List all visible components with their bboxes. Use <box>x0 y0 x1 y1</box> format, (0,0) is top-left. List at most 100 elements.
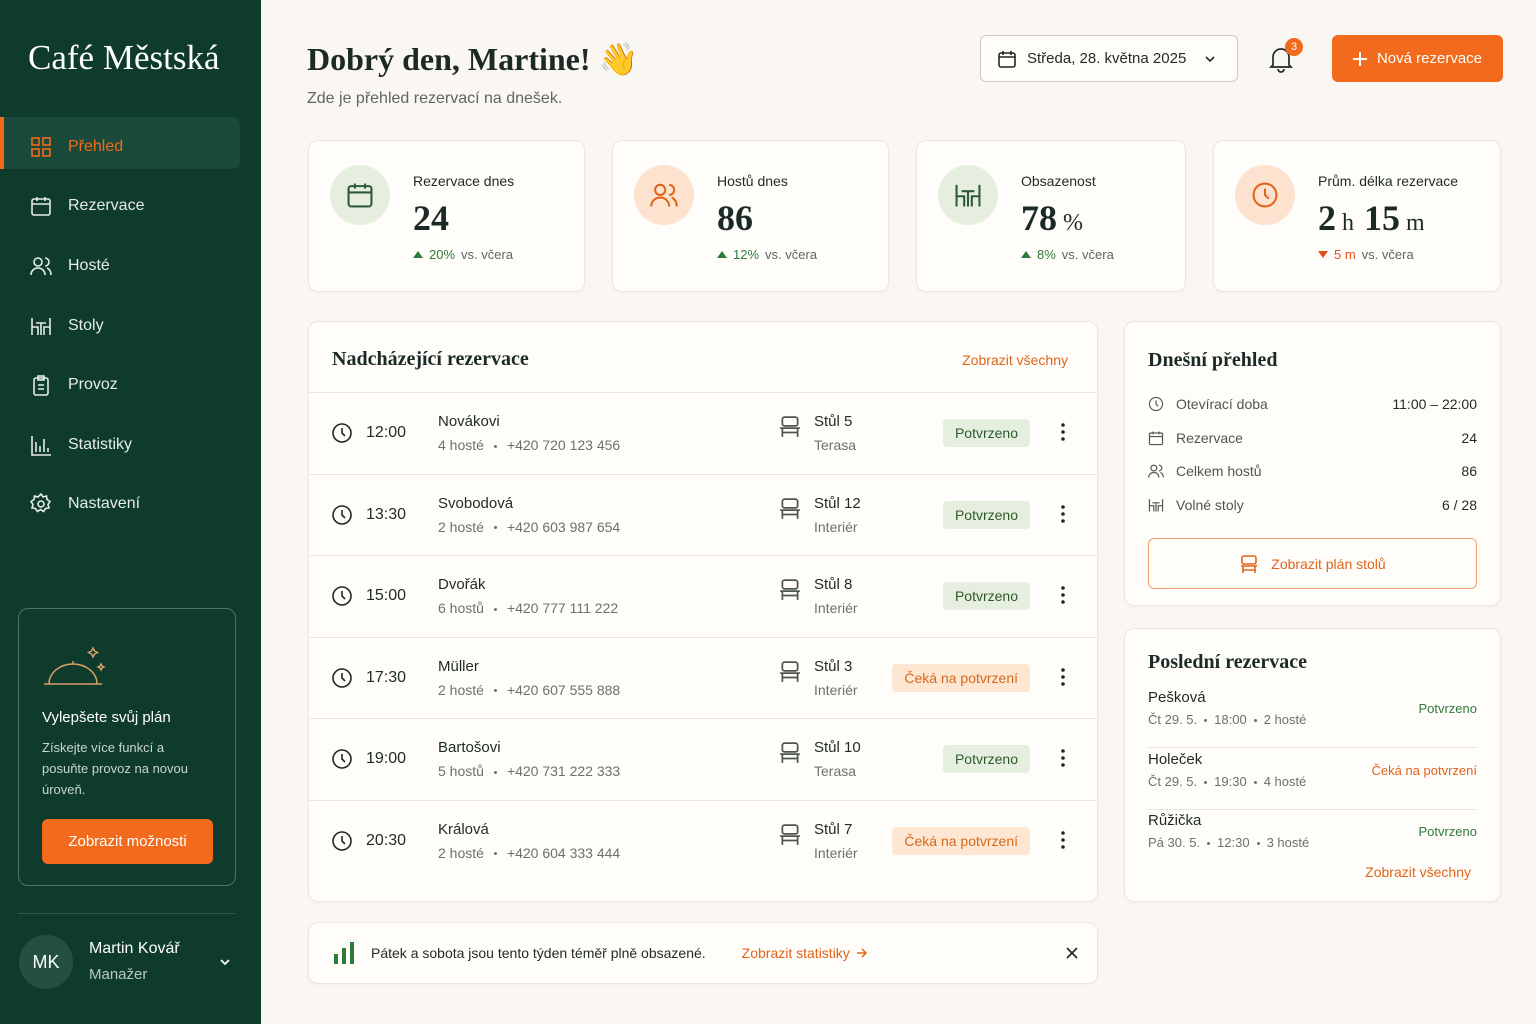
row-menu[interactable] <box>1061 667 1065 691</box>
clock-icon <box>1252 182 1278 208</box>
icon-part <box>341 835 346 845</box>
nav-item[interactable]: Nastavení <box>0 475 261 535</box>
separator <box>1253 719 1257 723</box>
recent-details: Pá 30. 5. 12:30 3 hosté <box>1148 835 1309 850</box>
icon-part <box>780 671 800 682</box>
row-menu[interactable] <box>1061 586 1065 609</box>
kebab-icon <box>1061 504 1065 523</box>
calendar-icon <box>998 50 1016 68</box>
nav-item[interactable]: Provoz <box>0 355 261 415</box>
trend-arrow <box>413 251 423 258</box>
value-unit: % <box>1063 210 1083 236</box>
new-reservation-button[interactable]: Nová rezervace <box>1332 35 1503 82</box>
chair <box>778 578 802 607</box>
chart-icon <box>334 942 354 964</box>
icon-part <box>1061 430 1065 434</box>
icon-part <box>780 427 800 437</box>
item-value: 24 <box>1461 429 1477 446</box>
view-all-link[interactable]: Zobrazit všechny <box>1365 864 1471 880</box>
time: 19:00 <box>366 750 407 767</box>
trend-arrow <box>1021 251 1031 258</box>
clock-icon <box>332 830 352 851</box>
icon-part <box>33 257 43 267</box>
icon-part <box>1148 499 1164 512</box>
icon-part <box>30 257 52 276</box>
clock-icon <box>332 423 352 443</box>
row-menu[interactable] <box>1061 423 1065 446</box>
icon-part <box>1155 400 1159 407</box>
stat-change: 12% vs. včera <box>717 247 817 262</box>
arrow-icon <box>856 948 867 958</box>
time: 13:30 <box>366 505 407 523</box>
nav-item[interactable]: Statistiky <box>0 415 261 475</box>
recent-status: Potvrzeno <box>1418 824 1477 839</box>
value-number: 15 <box>1364 198 1400 238</box>
icon-part <box>31 198 51 217</box>
item-label: Celkem hostů <box>1176 463 1262 480</box>
clock-icon <box>332 504 352 525</box>
row-menu[interactable] <box>1061 504 1065 528</box>
nav-label: Nastavení <box>68 495 141 513</box>
icon-part <box>334 954 338 964</box>
icon-part <box>1061 749 1065 753</box>
icon-part <box>341 509 346 519</box>
panel-title: Poslední rezervace <box>1148 651 1308 673</box>
clipboard-icon <box>33 375 49 396</box>
nav-item[interactable]: Stoly <box>0 296 261 356</box>
view-all-link[interactable]: Zobrazit všechny <box>962 352 1068 368</box>
banner-link[interactable]: Zobrazit statistiky <box>741 945 850 961</box>
icon-part <box>1061 756 1065 760</box>
date-picker[interactable]: Středa, 28. května 2025 <box>980 35 1238 82</box>
guest-details: 2 hosté +420 604 333 444 <box>438 845 620 861</box>
icon-part <box>30 493 52 513</box>
icon-part <box>1148 432 1164 445</box>
notifications-badge: 3 <box>1285 38 1303 56</box>
clock-icon <box>1148 396 1164 412</box>
table-plan-button[interactable]: Zobrazit plán stolů <box>1148 538 1477 589</box>
icon-part <box>1061 518 1065 523</box>
item-value: 86 <box>1461 463 1477 480</box>
icon-part <box>347 185 373 208</box>
nav-item[interactable]: Hosté <box>0 236 261 296</box>
icon-part <box>781 742 799 753</box>
upgrade-button[interactable]: Zobrazit možnosti <box>42 819 213 864</box>
divider <box>18 913 236 914</box>
change-value: 8% <box>1037 247 1056 262</box>
chair <box>778 415 802 444</box>
stat-card: Hostů dnes 86 12% vs. včera <box>612 140 889 292</box>
table-name: Stůl 12 <box>814 494 861 512</box>
icon-part <box>1066 947 1078 959</box>
icon-part <box>1061 837 1065 842</box>
table-icon <box>1148 499 1164 512</box>
icon-part <box>332 586 352 606</box>
clock <box>331 504 353 531</box>
recent-guests: 2 hosté <box>1263 712 1307 727</box>
item-value: 6 / 28 <box>1441 497 1477 514</box>
row-menu[interactable] <box>1061 749 1065 772</box>
icon-part <box>999 50 1015 58</box>
recent-panel: Poslední rezervace Zobrazit všechny Pešk… <box>1124 628 1501 902</box>
chevron <box>1205 55 1215 62</box>
user-menu-chevron[interactable] <box>218 955 232 969</box>
info-banner: Pátek a sobota jsou tento týden téměř pl… <box>308 922 1098 984</box>
icon-part <box>955 184 981 207</box>
phone: +420 607 555 888 <box>506 681 621 698</box>
icon-part <box>1252 182 1278 208</box>
guest-count: 5 hostů <box>438 763 484 779</box>
value-number: 78 <box>1021 198 1057 238</box>
item-label: Volné stoly <box>1176 497 1244 514</box>
nav-item[interactable]: Přehled <box>0 117 261 177</box>
separator <box>493 770 497 774</box>
icon-part <box>654 183 667 197</box>
bars-icon <box>31 435 51 456</box>
icon-part <box>86 646 106 672</box>
phone: +420 604 333 444 <box>506 844 621 861</box>
notifications-bell[interactable] <box>1268 45 1294 73</box>
row-menu[interactable] <box>1061 830 1065 854</box>
reservation-row: 13:30 Svobodová 2 hosté +420 603 987 654 Stů… <box>309 473 1098 556</box>
icon-part <box>332 504 352 525</box>
value-unit: h <box>1342 210 1354 236</box>
nav-item[interactable]: Rezervace <box>0 177 261 237</box>
table-name: Stůl 3 <box>814 657 853 675</box>
close-icon[interactable] <box>1065 946 1079 960</box>
